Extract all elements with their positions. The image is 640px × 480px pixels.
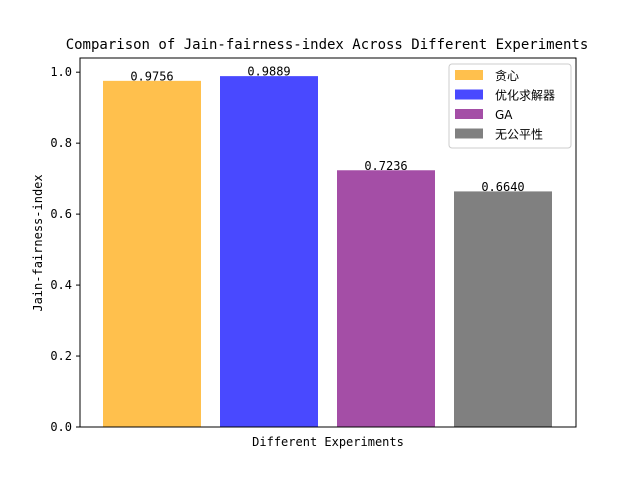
y-tick-label: 0.4: [50, 278, 72, 292]
plot-frame: [79, 57, 577, 428]
y-tick-label: 1.0: [50, 65, 72, 79]
bars: [103, 76, 552, 428]
bar-value-label: 0.7236: [364, 159, 407, 173]
legend-entry: 优化求解器: [495, 89, 555, 103]
y-tick-label: 0.8: [50, 136, 72, 150]
chart-title: Comparison of Jain-fairness-index Across…: [66, 37, 589, 53]
legend-swatch: [455, 109, 483, 119]
bar-value-label: 0.9756: [130, 69, 173, 83]
bar: [337, 170, 435, 427]
legend-entry: GA: [495, 108, 513, 122]
y-tick-label: 0.2: [50, 349, 72, 363]
y-axis-ticks: 0.0 0.2 0.4 0.6 0.8 1.0: [50, 65, 80, 434]
x-axis-label: Different Experiments: [252, 435, 404, 449]
y-tick-label: 0.0: [50, 420, 72, 434]
y-axis-label: Jain-fairness-index: [31, 174, 45, 311]
bar: [454, 191, 552, 427]
legend-swatch: [455, 70, 483, 80]
y-tick-label: 0.6: [50, 207, 72, 221]
bar: [103, 80, 201, 428]
value-labels: 0.9756 0.9889 0.7236 0.6640: [130, 65, 524, 194]
bar-value-label: 0.9889: [247, 65, 290, 79]
legend-swatch: [455, 128, 483, 139]
legend-entry: 无公平性: [495, 128, 543, 142]
legend-box: [448, 63, 572, 149]
legend-entry: 贪心: [495, 68, 519, 83]
bar: [220, 76, 318, 427]
bar-value-label: 0.6640: [481, 180, 524, 194]
legend-swatch: [455, 89, 483, 100]
